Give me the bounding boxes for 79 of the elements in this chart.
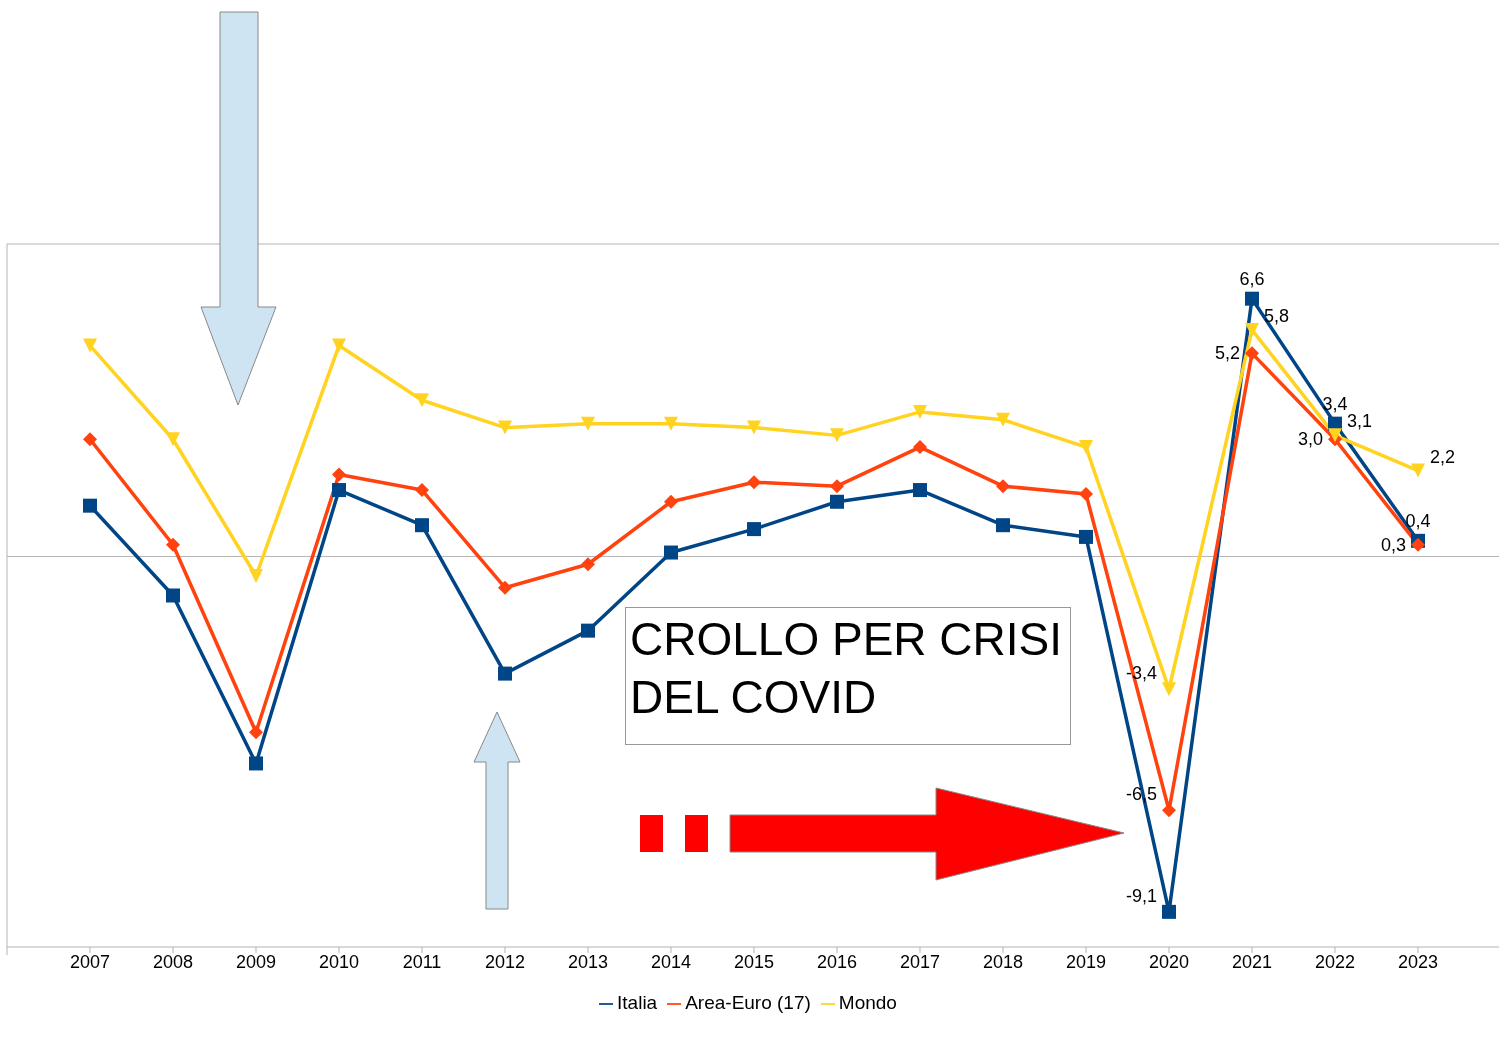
x-tick-label: 2021 [1231,951,1273,972]
point [1410,537,1425,552]
point [166,432,180,447]
point [581,623,595,638]
point [747,420,761,435]
point [1078,440,1093,455]
point [1327,428,1342,443]
point [249,568,263,583]
data-label: -9,1 [1125,885,1157,906]
data-label: 6,6 [1239,268,1265,289]
legend-label: Italia [617,992,658,1013]
data-label: 3,0 [1297,429,1323,450]
point [1410,463,1425,478]
point [166,537,180,552]
x-tick-label: 2017 [899,951,941,972]
point [747,522,761,537]
point [913,440,927,455]
x-tick-label: 2023 [1397,951,1439,972]
x-tick-label: 2013 [567,951,609,972]
x-tick-label: 2011 [402,951,442,972]
point [581,416,595,431]
x-tick-label: 2015 [733,951,775,972]
data-label: 5,2 [1214,343,1240,364]
point [830,479,844,494]
data-label: 5,8 [1263,305,1290,326]
annotation: CROLLO PER CRISI DEL COVID [625,607,1071,745]
data-label: 0,3 [1380,534,1406,555]
data-label: 3,1 [1346,411,1373,432]
x-tick-label: 2012 [484,951,526,972]
point [498,666,512,681]
point [415,483,429,498]
point [664,494,678,509]
point [913,483,927,498]
point [1078,529,1093,544]
point [332,467,346,482]
point [1161,682,1176,697]
point [664,545,678,560]
point [995,412,1010,427]
point [83,432,97,447]
point [1244,322,1259,337]
data-label: 0,4 [1405,510,1431,531]
point [747,475,761,490]
x-tick-label: 2008 [152,951,194,972]
x-tick-label: 2009 [235,951,277,972]
data-label: 3,4 [1322,393,1348,414]
point [1078,486,1093,501]
x-tick-label: 2010 [318,951,360,972]
x-tick-label: 2016 [816,951,858,972]
data-label: 2,2 [1429,446,1456,467]
point [498,580,512,595]
point [1244,291,1259,306]
point [1244,346,1259,361]
point [415,393,429,408]
point [581,557,595,572]
point [332,338,346,353]
point [1161,803,1176,818]
point [332,483,346,498]
point [1161,904,1176,919]
point [249,756,263,771]
legend-label: Area-Euro (17) [685,992,811,1013]
point [166,588,180,603]
point [995,479,1010,494]
x-tick-label: 2007 [69,951,111,972]
point [664,416,678,431]
point [249,725,263,740]
x-tick-label: 2014 [650,951,692,972]
x-tick-label: 2018 [982,951,1024,972]
point [996,518,1010,533]
point [830,494,844,509]
point [498,420,512,435]
x-tick-label: 2022 [1314,951,1356,972]
x-tick-label: 2019 [1065,951,1107,972]
point [913,404,927,419]
point [83,338,97,353]
legend-label: Mondo [838,992,897,1013]
point [415,518,429,533]
point [830,428,844,443]
x-tick-label: 2020 [1148,951,1190,972]
point [83,498,97,513]
